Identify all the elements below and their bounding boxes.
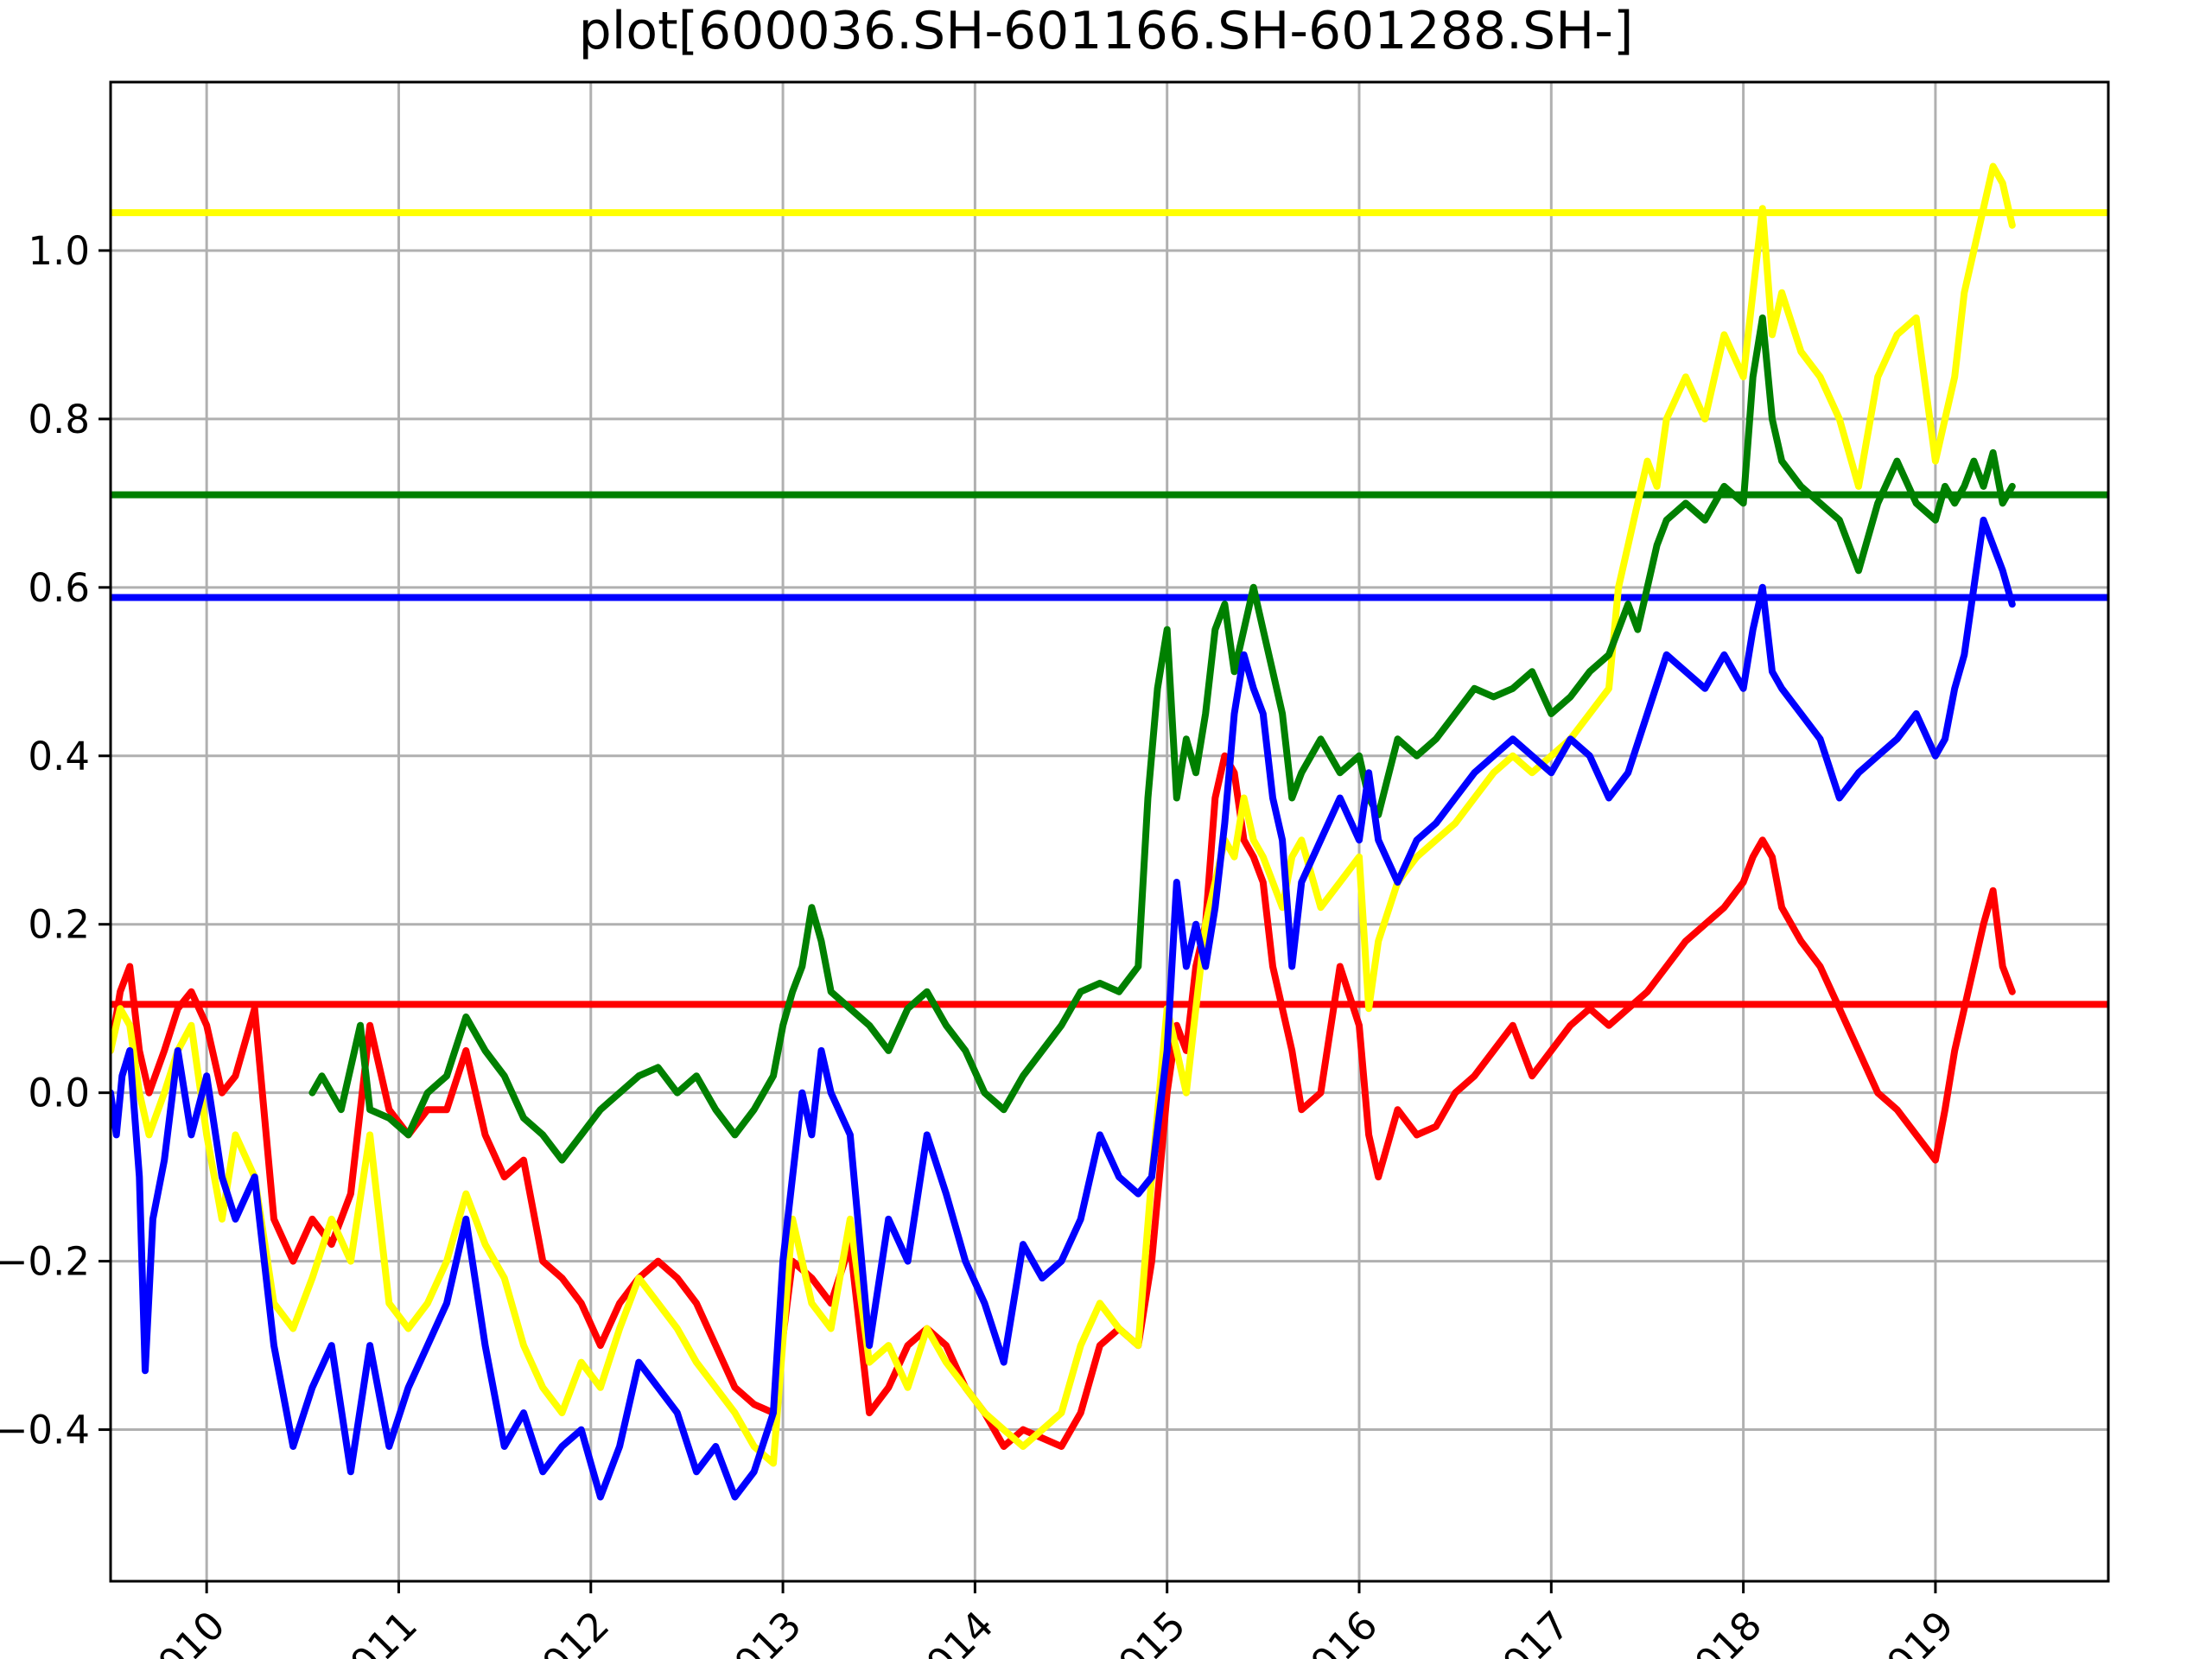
reference-lines [111,209,2108,1008]
y-tick-label: 1.0 [28,228,90,274]
y-tick-label: 0.0 [28,1071,90,1116]
y-tick-label: −0.4 [0,1408,90,1453]
y-tick-label: 0.4 [28,734,90,779]
series-line-1 [111,752,2016,1450]
y-tick-label: 0.2 [28,902,90,948]
y-axis: −0.4 −0.2 0.0 0.2 0.4 0.6 0.8 1.0 [0,228,111,1453]
plot-frame [109,80,2110,1583]
series-line-3 [308,314,2016,1164]
plot-area [111,162,2016,1501]
y-tick-label: −0.2 [0,1239,90,1285]
y-tick-label: 0.8 [28,397,90,442]
series-line-2 [111,162,2016,1467]
chart-title: plot[600036.SH-601166.SH-601288.SH-] [579,1,1634,61]
y-tick-label: 0.6 [28,565,90,611]
series-line-4 [111,516,2016,1501]
